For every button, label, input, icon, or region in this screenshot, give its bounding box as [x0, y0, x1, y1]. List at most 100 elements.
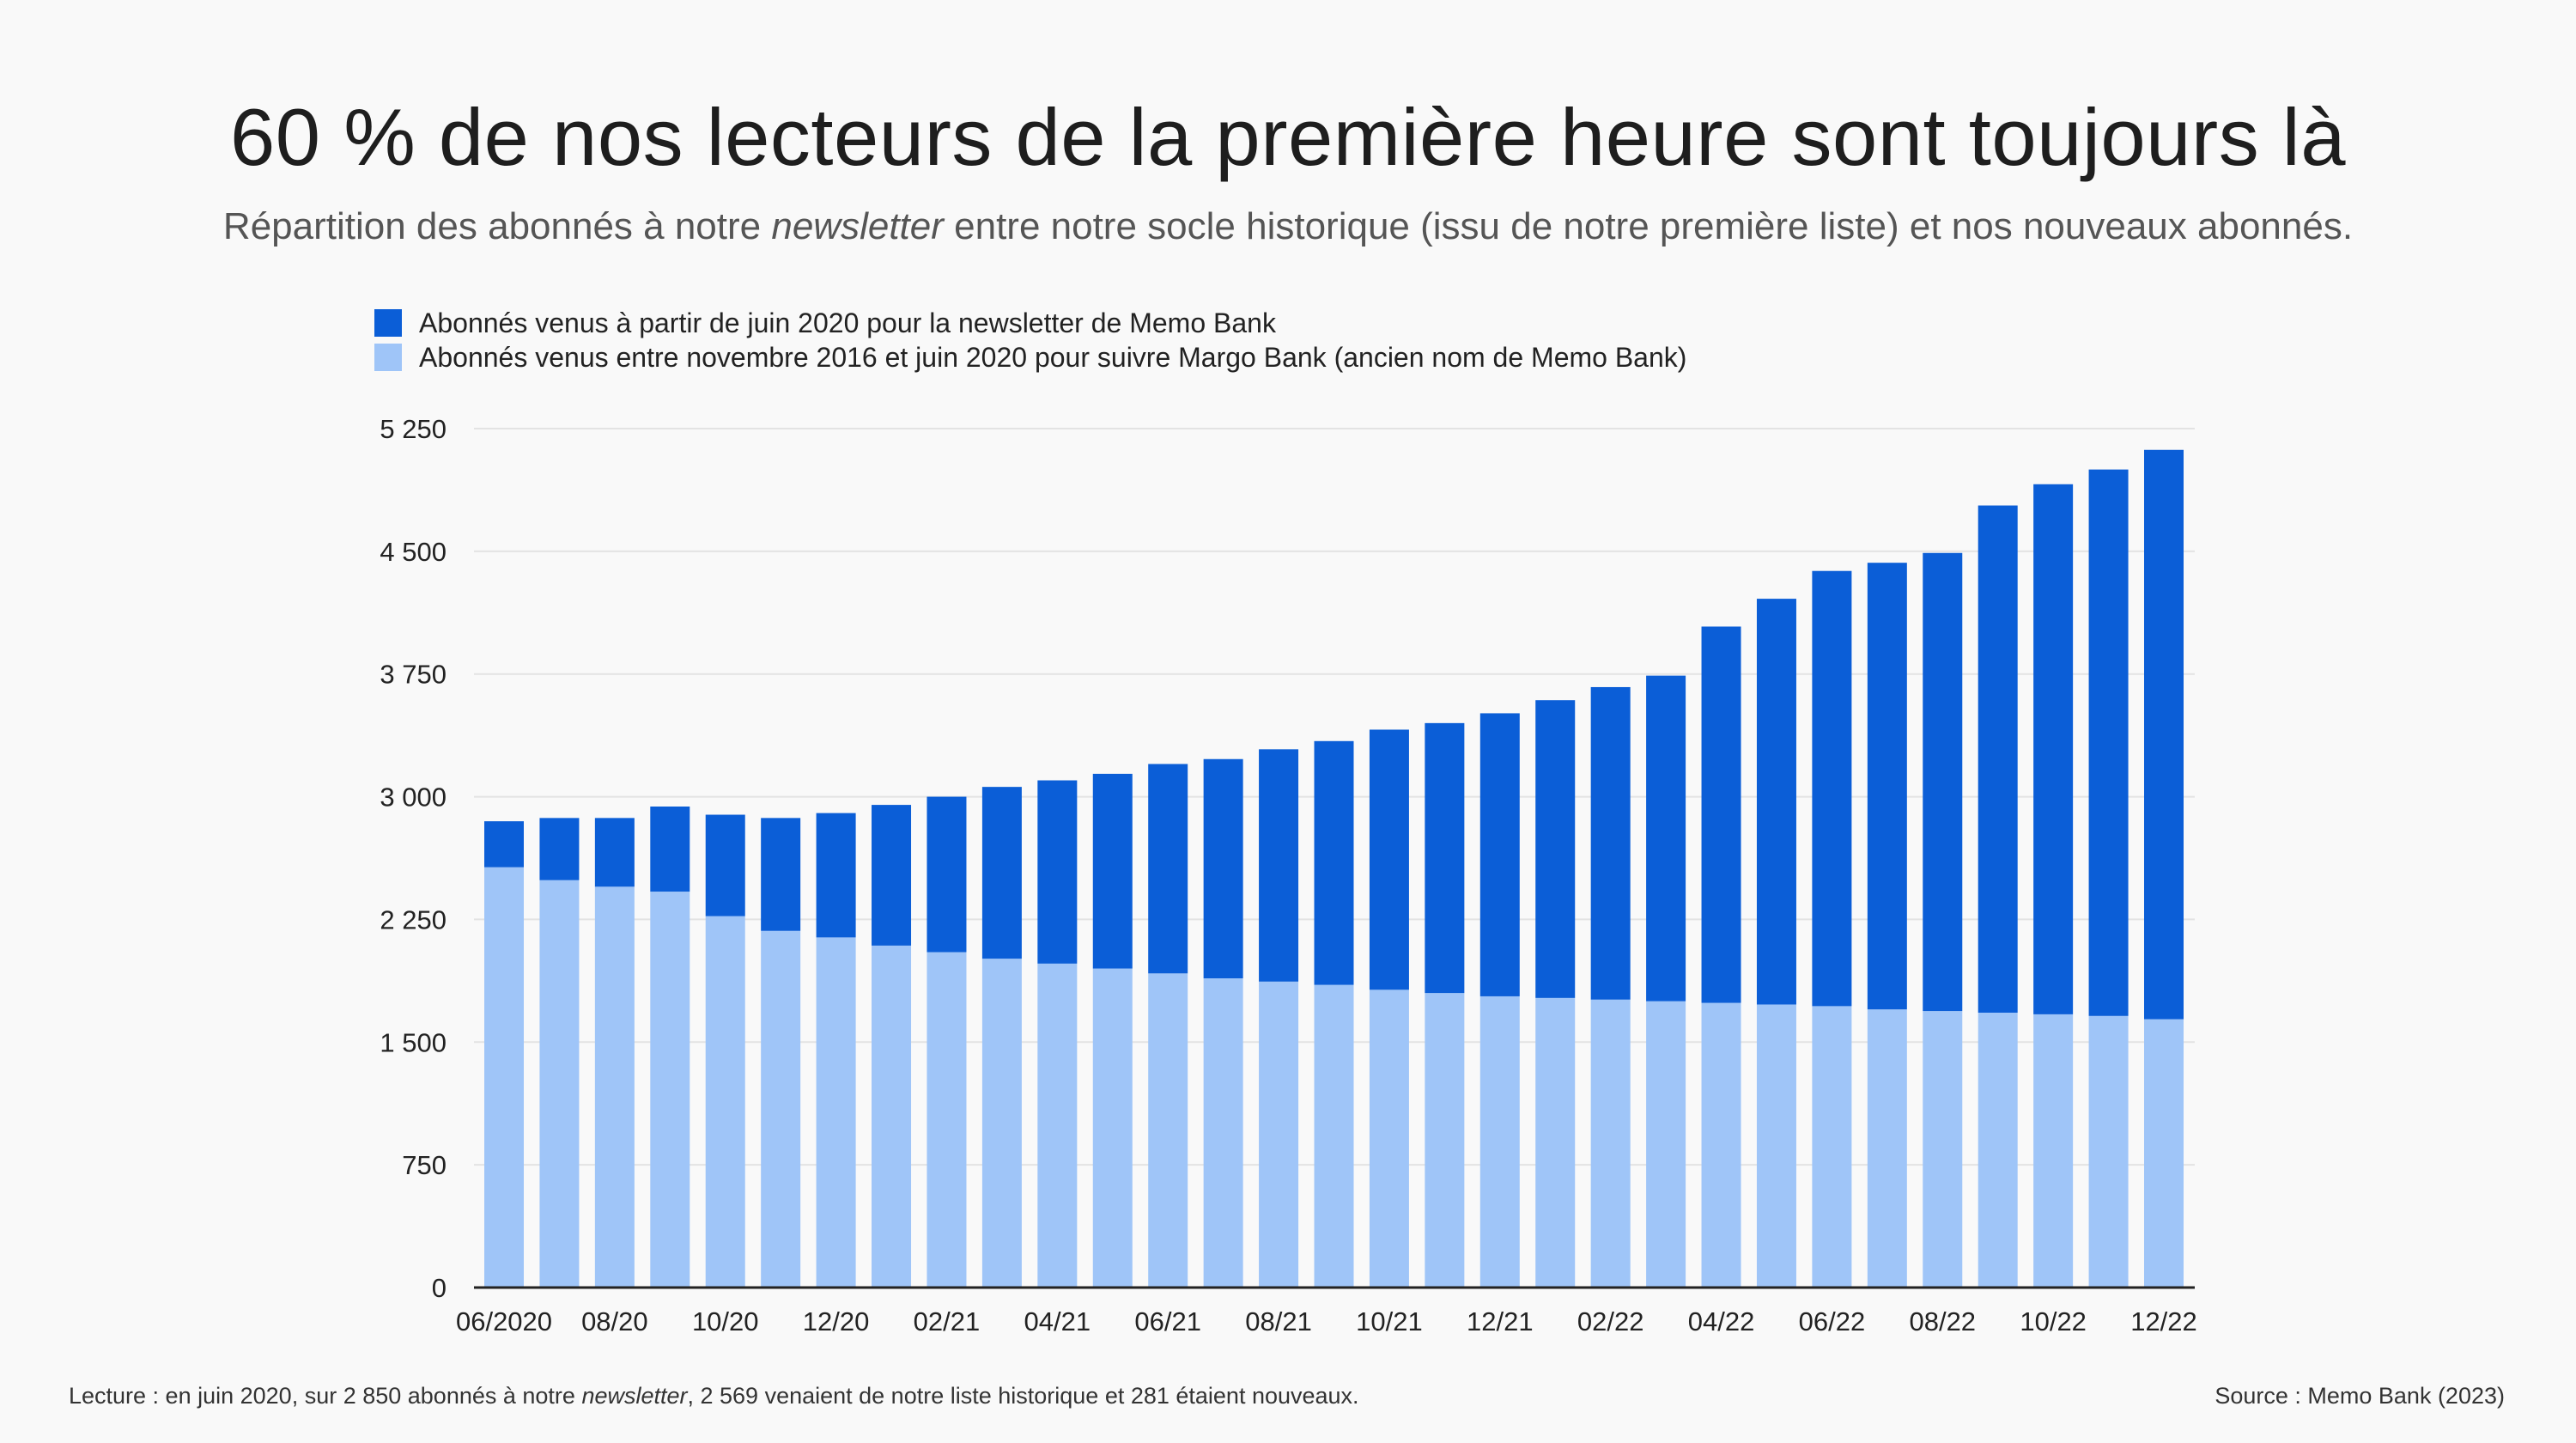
x-tick-label: 12/22	[2130, 1306, 2197, 1336]
y-tick-label: 0	[432, 1273, 447, 1303]
bar-historic	[1369, 989, 1409, 1288]
bar-new	[2144, 449, 2184, 1020]
bar-new	[1037, 780, 1078, 964]
subtitle-text-start: Répartition des abonnés à notre	[222, 205, 772, 247]
bar-historic	[981, 959, 1022, 1288]
bar-new	[1092, 773, 1133, 969]
x-tick-label: 08/22	[1909, 1306, 1976, 1336]
bar-historic	[1867, 1009, 1907, 1288]
bar-new	[2033, 484, 2074, 1014]
y-tick-label: 5 250	[380, 414, 447, 444]
bar-new	[1590, 686, 1631, 1000]
bar-historic	[705, 916, 745, 1288]
bar-new	[1701, 626, 1741, 1003]
bar-historic	[1646, 1001, 1686, 1288]
bar-historic	[1314, 984, 1354, 1288]
bar-historic	[2144, 1019, 2184, 1288]
x-tick-label: 02/21	[914, 1306, 981, 1336]
x-tick-label: 02/22	[1577, 1306, 1644, 1336]
bar-historic	[816, 937, 856, 1288]
x-tick-label: 06/2020	[456, 1306, 552, 1336]
bar-new	[872, 805, 912, 946]
legend-item-historic: Abonnés venus entre novembre 2016 et jui…	[374, 340, 1686, 374]
bar-new	[1812, 570, 1852, 1007]
bar-new	[927, 796, 967, 953]
bar-new	[1314, 740, 1354, 985]
y-tick-label: 1 500	[380, 1027, 447, 1057]
reading-note: Lecture : en juin 2020, sur 2 850 abonné…	[69, 1383, 1359, 1410]
x-tick-label: 12/21	[1467, 1306, 1534, 1336]
x-tick-label: 10/21	[1356, 1306, 1423, 1336]
bar-historic	[2033, 1014, 2074, 1288]
y-tick-label: 3 750	[380, 660, 447, 690]
bar-new	[1259, 749, 1299, 982]
x-tick-label: 04/22	[1688, 1306, 1755, 1336]
bar-historic	[1978, 1013, 2018, 1288]
bar-new	[1646, 675, 1686, 1002]
subtitle-text-end: entre notre socle historique (issu de no…	[943, 205, 2354, 247]
bar-new	[650, 807, 690, 892]
x-tick-label: 04/21	[1024, 1306, 1091, 1336]
bar-historic	[1756, 1004, 1796, 1288]
bar-new	[1425, 722, 1465, 994]
bar-new	[1867, 563, 1907, 1010]
x-tick-label: 08/20	[581, 1306, 648, 1336]
bar-historic	[1923, 1011, 1963, 1288]
chart-title: 60 % de nos lecteurs de la première heur…	[230, 92, 2346, 182]
bar-new	[1756, 599, 1796, 1005]
bar-historic	[594, 886, 635, 1288]
bar-historic	[1259, 981, 1299, 1288]
bar-new	[1923, 552, 1963, 1012]
legend-swatch-historic	[374, 344, 402, 371]
bar-historic	[761, 930, 801, 1288]
bar-new	[1148, 764, 1188, 974]
bar-historic	[1812, 1006, 1852, 1288]
bar-historic	[1037, 963, 1078, 1288]
x-tick-label: 10/22	[2020, 1306, 2087, 1336]
bar-new	[816, 813, 856, 938]
bar-historic	[872, 945, 912, 1288]
legend-swatch-new	[374, 309, 402, 337]
bar-historic	[1701, 1002, 1741, 1288]
bar-new	[1369, 729, 1409, 990]
bar-historic	[1092, 968, 1133, 1288]
bar-new	[484, 821, 524, 868]
bar-new	[761, 818, 801, 931]
bar-historic	[2088, 1015, 2129, 1288]
bar-new	[1978, 505, 2018, 1013]
chart-subtitle: Répartition des abonnés à notre newslett…	[0, 204, 2576, 250]
x-tick-label: 06/21	[1134, 1306, 1201, 1336]
bar-new	[539, 818, 580, 880]
bar-new	[1479, 713, 1520, 996]
bar-new	[981, 787, 1022, 959]
x-tick-label: 08/21	[1245, 1306, 1312, 1336]
bar-historic	[1535, 997, 1576, 1288]
bar-new	[1203, 758, 1243, 978]
bar-historic	[539, 880, 580, 1288]
reading-note-start: Lecture : en juin 2020, sur 2 850 abonné…	[69, 1383, 582, 1409]
subtitle-emphasis: newsletter	[771, 205, 944, 247]
y-tick-label: 4 500	[380, 537, 447, 567]
chart-legend: Abonnés venus à partir de juin 2020 pour…	[374, 306, 1686, 374]
bar-historic	[1148, 973, 1188, 1288]
reading-note-emphasis: newsletter	[581, 1383, 688, 1409]
x-tick-label: 12/20	[803, 1306, 870, 1336]
y-tick-label: 3 000	[380, 782, 447, 813]
reading-note-end: , 2 569 venaient de notre liste historiq…	[687, 1383, 1359, 1409]
legend-label-historic: Abonnés venus entre novembre 2016 et jui…	[419, 341, 1687, 373]
x-tick-label: 06/22	[1799, 1306, 1866, 1336]
bar-new	[2088, 469, 2129, 1016]
bar-new	[705, 814, 745, 916]
bar-new	[594, 818, 635, 887]
bar-historic	[650, 892, 690, 1288]
bar-historic	[927, 952, 967, 1288]
bar-historic	[1203, 978, 1243, 1288]
y-tick-label: 750	[402, 1150, 447, 1180]
y-tick-label: 2 250	[380, 904, 447, 935]
legend-item-new: Abonnés venus à partir de juin 2020 pour…	[374, 306, 1686, 340]
bar-historic	[1425, 993, 1465, 1288]
bar-historic	[484, 867, 524, 1288]
bar-new	[1535, 700, 1576, 998]
bar-historic	[1590, 999, 1631, 1288]
